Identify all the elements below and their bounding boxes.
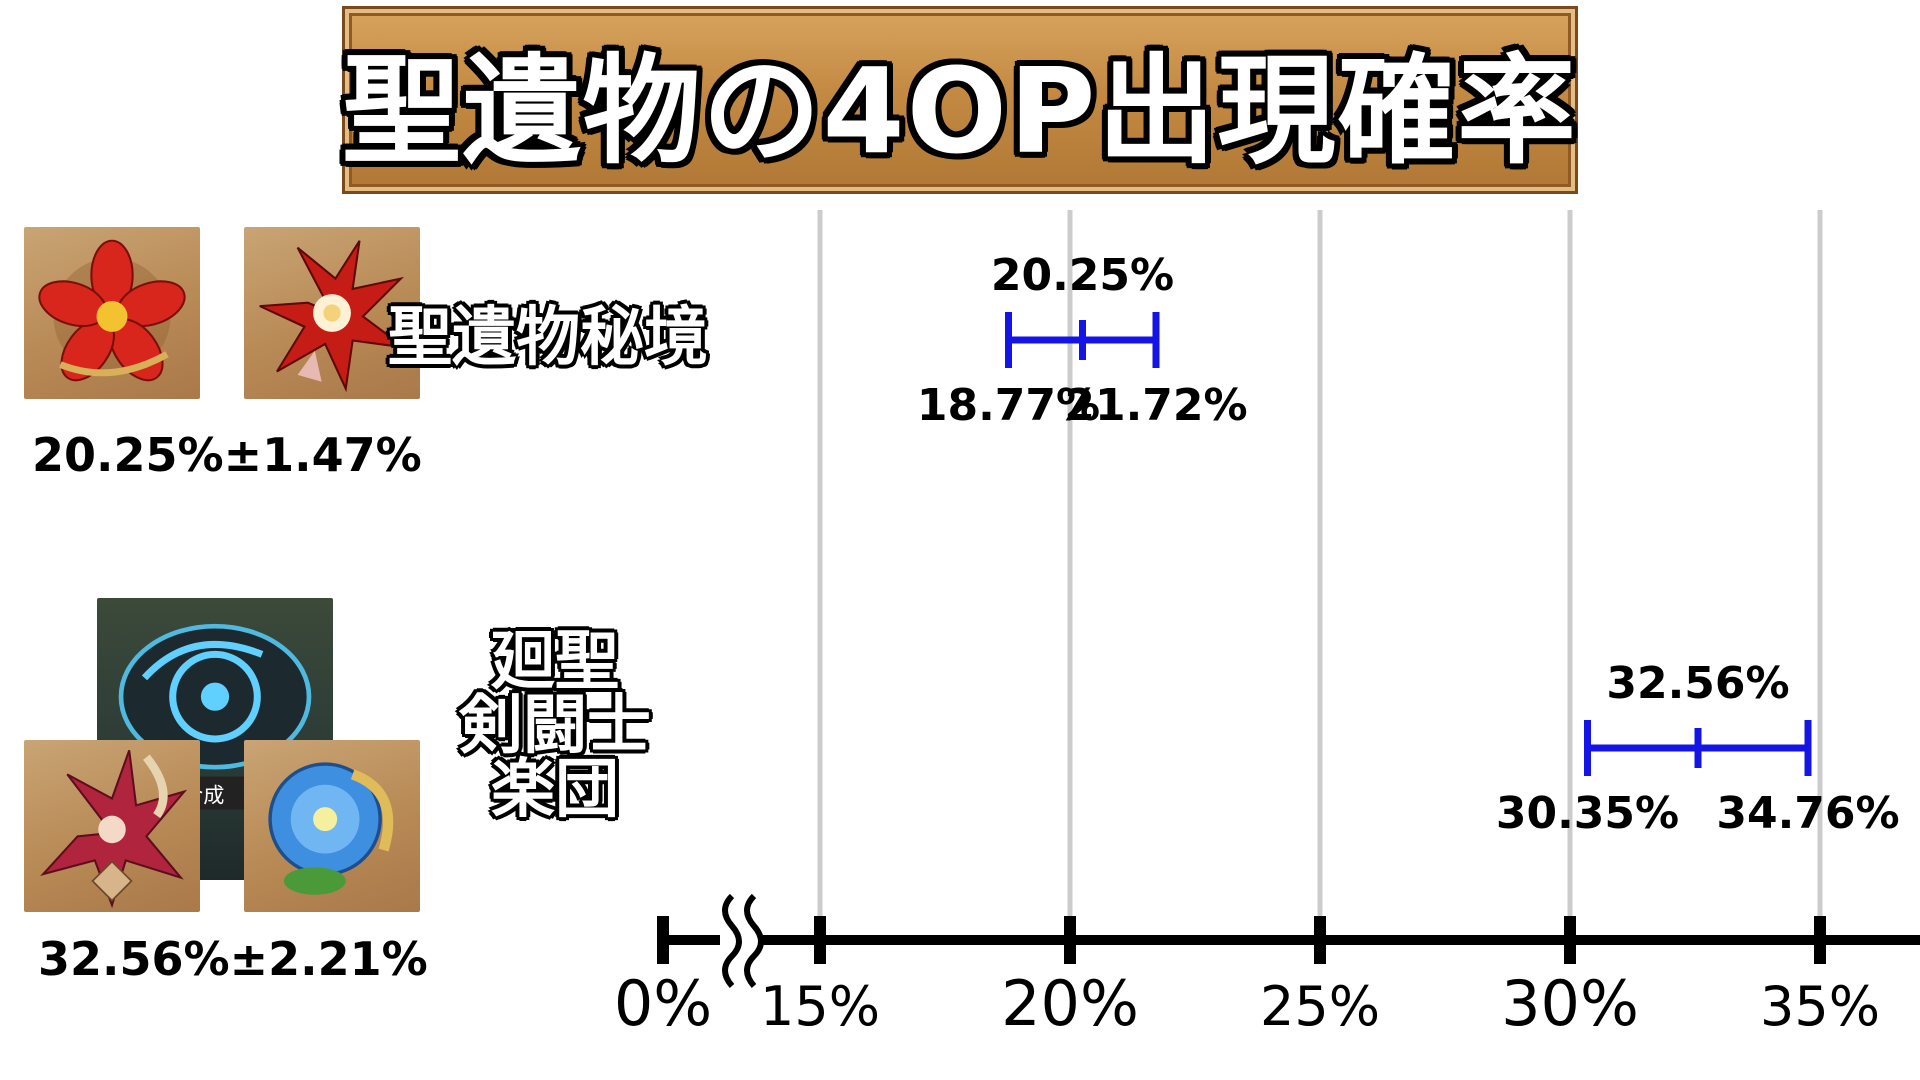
row2-summary: 32.56%±2.21% — [38, 932, 428, 986]
title-banner: 聖遺物の4OP出現確率 — [342, 6, 1578, 194]
high-label-1: 21.72% — [1064, 380, 1247, 431]
tick-label-15: 15% — [760, 975, 880, 1038]
row2-label-line-1: 廻聖 — [491, 625, 619, 699]
chart-title: 聖遺物の4OP出現確率 — [342, 41, 1578, 180]
tick-label-35: 35% — [1760, 975, 1880, 1038]
tick-label-25: 25% — [1260, 975, 1380, 1038]
center-label-2: 32.56% — [1606, 658, 1789, 709]
red-flower-artifact-icon — [24, 227, 200, 399]
crimson-flower-artifact-icon — [244, 227, 420, 399]
tick-label-20: 20% — [1001, 967, 1139, 1040]
tick-label-30: 30% — [1501, 967, 1639, 1040]
high-label-2: 34.76% — [1716, 788, 1899, 839]
row2-label-line-2: 剣闘士 — [459, 689, 651, 763]
row2-label-line-3: 楽団 — [491, 753, 619, 827]
row2-label: 廻聖 剣闘士 楽団 — [430, 630, 680, 822]
row1-summary: 20.25%±1.47% — [32, 428, 422, 482]
gladiator-flower-icon — [24, 740, 200, 912]
axis-break-mark-right — [744, 893, 764, 988]
tick-label-0: 0% — [614, 967, 712, 1040]
wanderers-troupe-flower-icon — [244, 740, 420, 912]
row1-label: 聖遺物秘境 — [388, 301, 708, 375]
low-label-1: 18.77% — [917, 380, 1100, 431]
center-label-1: 20.25% — [991, 250, 1174, 301]
axis-break-mark-left — [722, 893, 742, 988]
low-label-2: 30.35% — [1496, 788, 1679, 839]
